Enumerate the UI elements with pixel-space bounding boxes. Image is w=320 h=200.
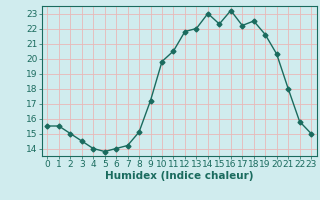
X-axis label: Humidex (Indice chaleur): Humidex (Indice chaleur) (105, 171, 253, 181)
